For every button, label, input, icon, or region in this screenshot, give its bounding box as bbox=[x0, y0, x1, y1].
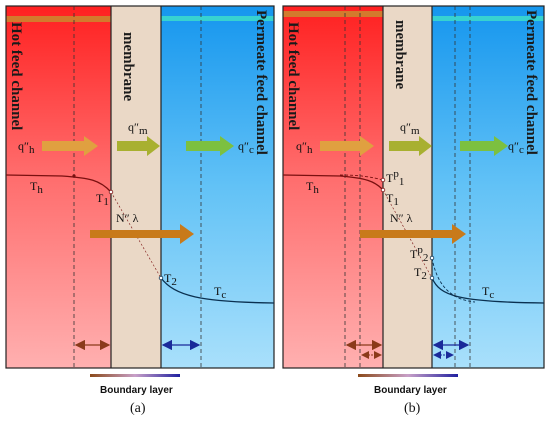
membrane-label-a: membrane bbox=[120, 32, 136, 101]
heat-arrow-h-a bbox=[42, 136, 98, 156]
t-c-label-a: Tc bbox=[214, 284, 226, 301]
panel-b: Hot feed channel membrane Permeate feed … bbox=[282, 5, 545, 416]
heat-arrow-c-b bbox=[460, 136, 508, 156]
temperature-profile-hot-a bbox=[5, 174, 112, 193]
q-h-label-a: q″h bbox=[18, 139, 35, 156]
hot-channel-label-a: Hot feed channel bbox=[8, 22, 24, 130]
tp1-point-b bbox=[380, 177, 386, 183]
permeate-channel-label-a: Permeate feed channel bbox=[253, 10, 269, 155]
q-c-label-a: q″c bbox=[238, 139, 254, 156]
q-h-label-b: q″h bbox=[296, 139, 313, 156]
q-c-label-b: q″c bbox=[508, 139, 524, 156]
top-band-b bbox=[283, 11, 383, 17]
permeate-channel-a bbox=[161, 6, 274, 368]
boundary-bracket-b bbox=[358, 374, 458, 377]
boundary-label-b: Boundary layer bbox=[374, 385, 447, 396]
t-2-label-a: T2 bbox=[164, 271, 177, 288]
temperature-profile-hot-dashed-b bbox=[339, 174, 384, 181]
flux-label-a: N″ λ bbox=[116, 211, 139, 225]
flux-label-b: N″ λ bbox=[390, 211, 413, 225]
temperature-profile-cold-dashed-b bbox=[431, 257, 476, 303]
hot-channel-label-b: Hot feed channel bbox=[285, 22, 301, 130]
boundary-bracket-a bbox=[90, 374, 180, 377]
panel-label-b: (b) bbox=[404, 401, 421, 416]
membrane-label-b: membrane bbox=[392, 20, 408, 89]
t-h-label-b: Th bbox=[306, 179, 319, 196]
temperature-profile-cold-a bbox=[160, 277, 275, 304]
temperature-profile-membrane-b bbox=[382, 189, 433, 279]
t2-wall-point-a bbox=[158, 275, 164, 281]
membrane-a bbox=[111, 6, 161, 368]
panel-frame-a bbox=[5, 5, 275, 369]
hot-channel-b bbox=[283, 6, 383, 368]
hot-channel-a bbox=[6, 6, 111, 368]
panel-label-a: (a) bbox=[130, 401, 146, 416]
tp-1-label-b: Tp1 bbox=[386, 168, 404, 188]
permeate-channel-b bbox=[432, 6, 544, 368]
heat-arrow-c-a bbox=[186, 136, 234, 156]
q-m-label-a: q″m bbox=[128, 120, 148, 137]
temperature-profile-hot-b bbox=[282, 174, 384, 191]
mass-flux-arrow-a bbox=[90, 224, 194, 244]
t-1-label-b: T1 bbox=[386, 191, 399, 208]
t2-wall-point-b bbox=[429, 275, 435, 281]
heat-arrow-m-a bbox=[117, 136, 160, 156]
membrane-b bbox=[383, 6, 432, 368]
t-1-label-a: T1 bbox=[96, 191, 109, 208]
q-m-label-b: q″m bbox=[400, 120, 420, 137]
temperature-profile-cold-b bbox=[431, 277, 545, 304]
top-band-a bbox=[6, 16, 111, 22]
mass-flux-arrow-b bbox=[360, 224, 466, 244]
t1-wall-point-a bbox=[108, 189, 114, 195]
panel-frame-b bbox=[282, 5, 545, 369]
top-band-cold-b bbox=[432, 16, 544, 21]
heat-arrow-h-b bbox=[320, 136, 374, 156]
t1-wall-point-b bbox=[380, 187, 386, 193]
heat-arrow-m-b bbox=[389, 136, 432, 156]
t1-point-a bbox=[72, 174, 76, 178]
tp-2-label-b: Tp2 bbox=[410, 244, 428, 264]
top-band-cold-a bbox=[161, 16, 274, 21]
t-2-label-b: T2 bbox=[414, 265, 427, 282]
panel-a: Hot feed channel membrane Permeate feed … bbox=[5, 5, 275, 416]
t-c-label-b: Tc bbox=[482, 284, 494, 301]
t-h-label-a: Th bbox=[30, 179, 43, 196]
boundary-label-a: Boundary layer bbox=[100, 385, 173, 396]
tp2-point-b bbox=[429, 255, 435, 261]
permeate-channel-label-b: Permeate feed channel bbox=[523, 10, 539, 155]
